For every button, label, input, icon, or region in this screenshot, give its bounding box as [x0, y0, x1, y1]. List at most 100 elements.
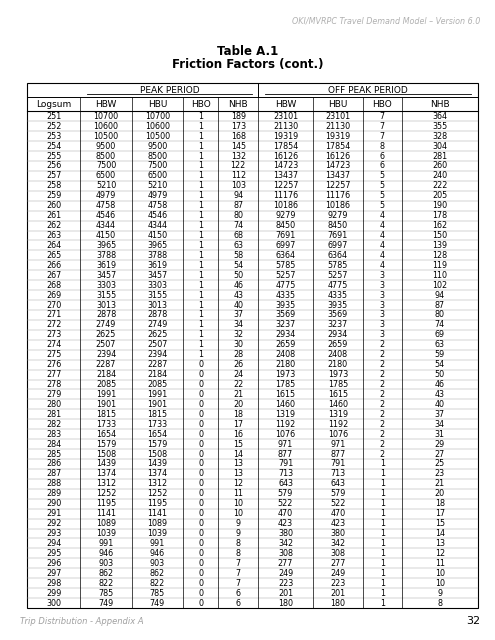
Text: 3965: 3965: [148, 241, 167, 250]
Text: 292: 292: [46, 519, 61, 528]
Text: 261: 261: [46, 211, 61, 220]
Text: 1: 1: [380, 479, 385, 488]
Text: 27: 27: [435, 449, 445, 458]
Text: 293: 293: [46, 529, 61, 538]
Text: 1: 1: [380, 529, 385, 538]
Text: 68: 68: [233, 231, 243, 240]
Text: 254: 254: [46, 141, 61, 150]
Text: 11176: 11176: [325, 191, 350, 200]
Text: 304: 304: [432, 141, 447, 150]
Text: 63: 63: [435, 340, 445, 349]
Text: 6364: 6364: [328, 251, 348, 260]
Text: 1: 1: [198, 330, 203, 339]
Text: 2: 2: [380, 429, 385, 438]
Text: 13437: 13437: [325, 172, 350, 180]
Text: 1: 1: [198, 281, 203, 290]
Text: Friction Factors (cont.): Friction Factors (cont.): [172, 58, 323, 70]
Text: 265: 265: [46, 251, 61, 260]
Text: 3619: 3619: [96, 261, 116, 270]
Text: 40: 40: [435, 400, 445, 409]
Text: 240: 240: [432, 172, 447, 180]
Text: 971: 971: [330, 440, 346, 449]
Text: 6997: 6997: [275, 241, 296, 250]
Text: 1439: 1439: [148, 460, 167, 468]
Text: 1508: 1508: [148, 449, 167, 458]
Text: 297: 297: [46, 569, 61, 578]
Text: 9279: 9279: [328, 211, 348, 220]
Text: 2: 2: [380, 440, 385, 449]
Text: 275: 275: [46, 350, 61, 359]
Text: 24: 24: [233, 370, 244, 379]
Text: 862: 862: [150, 569, 165, 578]
Text: 119: 119: [432, 261, 447, 270]
Text: 8450: 8450: [328, 221, 348, 230]
Text: 3965: 3965: [96, 241, 116, 250]
Text: 1654: 1654: [148, 429, 167, 438]
Text: 298: 298: [46, 579, 61, 588]
Text: 3303: 3303: [96, 281, 116, 290]
Text: 9500: 9500: [96, 141, 116, 150]
Text: 522: 522: [278, 499, 293, 508]
Text: 0: 0: [198, 420, 203, 429]
Text: 4546: 4546: [96, 211, 116, 220]
Text: 6: 6: [380, 152, 385, 161]
Text: 277: 277: [46, 370, 61, 379]
Text: 1579: 1579: [96, 440, 116, 449]
Text: 173: 173: [231, 122, 246, 131]
Text: 266: 266: [46, 261, 61, 270]
Text: 4: 4: [380, 211, 385, 220]
Text: 10500: 10500: [94, 132, 119, 141]
Text: NHB: NHB: [229, 100, 248, 109]
Text: 1: 1: [198, 112, 203, 121]
Text: 296: 296: [46, 559, 61, 568]
Text: 7: 7: [380, 122, 385, 131]
Text: 0: 0: [198, 559, 203, 568]
Text: 253: 253: [46, 132, 61, 141]
Text: 4775: 4775: [275, 281, 296, 290]
Text: 87: 87: [233, 201, 244, 210]
Text: 14723: 14723: [325, 161, 350, 170]
Text: 46: 46: [233, 281, 243, 290]
Text: 139: 139: [432, 241, 447, 250]
Text: 2507: 2507: [147, 340, 168, 349]
Text: 20: 20: [435, 489, 445, 499]
Text: 822: 822: [99, 579, 114, 588]
Text: 2659: 2659: [328, 340, 348, 349]
Text: 267: 267: [46, 271, 61, 280]
Text: 6500: 6500: [96, 172, 116, 180]
Text: HBU: HBU: [148, 100, 167, 109]
Text: 34: 34: [435, 420, 445, 429]
Text: 21: 21: [233, 390, 244, 399]
Text: 189: 189: [231, 112, 246, 121]
Text: 5: 5: [380, 201, 385, 210]
Text: 1312: 1312: [96, 479, 116, 488]
Text: 1: 1: [198, 172, 203, 180]
Text: 1: 1: [380, 519, 385, 528]
Text: 6: 6: [236, 598, 241, 607]
Text: 3: 3: [380, 301, 385, 310]
Text: 1195: 1195: [148, 499, 167, 508]
Text: 1192: 1192: [328, 420, 348, 429]
Text: 785: 785: [150, 589, 165, 598]
Text: 991: 991: [99, 539, 114, 548]
Text: 470: 470: [278, 509, 293, 518]
Text: 7691: 7691: [328, 231, 348, 240]
Text: 423: 423: [330, 519, 346, 528]
Text: 285: 285: [46, 449, 61, 458]
Text: 180: 180: [278, 598, 293, 607]
Text: 355: 355: [432, 122, 447, 131]
Text: 30: 30: [233, 340, 243, 349]
Text: 283: 283: [46, 429, 61, 438]
Text: 1991: 1991: [148, 390, 167, 399]
Text: 2625: 2625: [96, 330, 116, 339]
Text: 15: 15: [233, 440, 244, 449]
Text: 3237: 3237: [328, 321, 348, 330]
Text: 2: 2: [380, 410, 385, 419]
Text: 7: 7: [236, 569, 241, 578]
Text: 223: 223: [278, 579, 293, 588]
Text: PEAK PERIOD: PEAK PERIOD: [140, 86, 199, 95]
Text: 23101: 23101: [273, 112, 298, 121]
Text: 17: 17: [233, 420, 244, 429]
Text: 54: 54: [435, 360, 445, 369]
Text: 288: 288: [46, 479, 61, 488]
